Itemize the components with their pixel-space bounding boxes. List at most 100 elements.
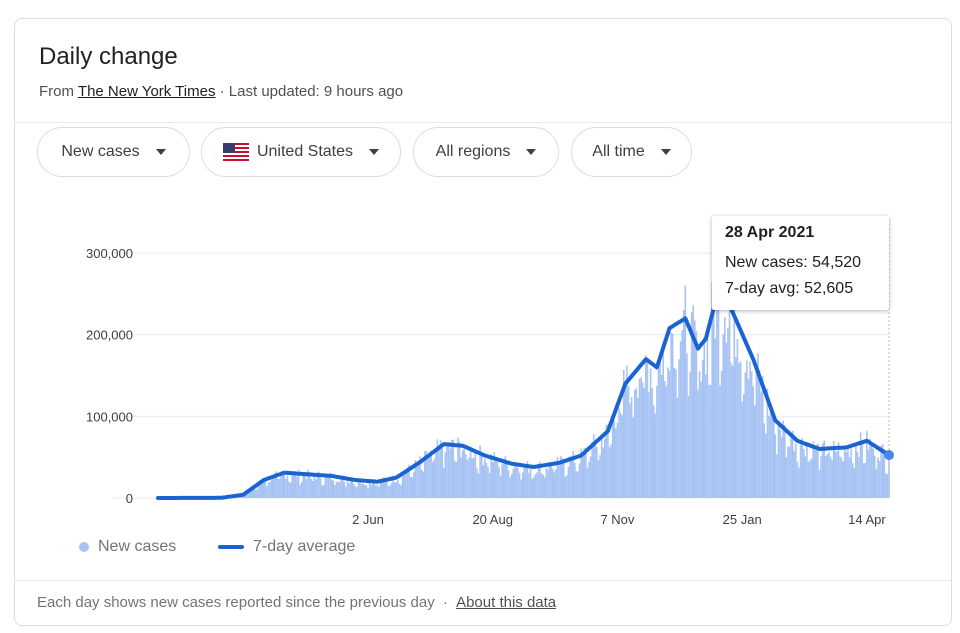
new-cases-bar <box>387 486 390 498</box>
footer-divider <box>15 580 951 581</box>
new-cases-bar <box>611 416 614 498</box>
new-cases-bar <box>667 367 669 498</box>
new-cases-bar <box>752 386 755 498</box>
new-cases-bar <box>394 482 396 498</box>
new-cases-bar <box>270 479 273 498</box>
new-cases-bar <box>253 487 256 498</box>
new-cases-bar <box>256 488 259 498</box>
new-cases-bar <box>790 437 792 498</box>
new-cases-bar <box>843 446 846 498</box>
new-cases-bar <box>529 468 532 498</box>
new-cases-bar <box>588 461 590 498</box>
time-range-dropdown[interactable]: All time <box>571 127 692 177</box>
new-cases-bar <box>823 440 826 498</box>
new-cases-bar <box>779 429 781 498</box>
y-tick-label: 100,000 <box>86 409 133 424</box>
new-cases-bar <box>526 461 529 498</box>
new-cases-bar <box>476 468 478 498</box>
new-cases-bar <box>689 371 691 498</box>
legend-average[interactable]: 7-day average <box>218 537 355 557</box>
new-cases-bar <box>698 371 701 498</box>
new-cases-bar <box>531 478 533 498</box>
new-cases-bar <box>450 440 453 498</box>
new-cases-bar <box>349 481 352 498</box>
new-cases-bar <box>544 477 546 498</box>
new-cases-bar <box>558 465 560 498</box>
new-cases-bar <box>619 412 622 498</box>
about-data-link[interactable]: About this data <box>456 594 557 611</box>
chevron-down-icon <box>660 149 671 155</box>
new-cases-bar <box>250 488 252 498</box>
new-cases-bar <box>761 376 764 498</box>
new-cases-bar <box>479 445 481 498</box>
new-cases-bar <box>848 457 851 498</box>
new-cases-bar <box>444 452 447 498</box>
source-link[interactable]: The New York Times <box>77 83 216 100</box>
new-cases-bar <box>506 462 508 498</box>
new-cases-bar <box>817 443 819 498</box>
new-cases-bar <box>741 401 743 498</box>
us-flag-icon <box>222 143 249 161</box>
new-cases-bar <box>809 460 811 498</box>
new-cases-bar <box>324 473 327 498</box>
new-cases-bar <box>570 458 573 498</box>
new-cases-bar <box>465 454 467 498</box>
new-cases-bar <box>600 436 603 498</box>
new-cases-bar <box>607 425 609 498</box>
new-cases-bar <box>859 432 862 498</box>
new-cases-bar <box>458 441 461 498</box>
new-cases-bar <box>678 359 680 498</box>
new-cases-bar <box>357 482 360 498</box>
new-cases-bar <box>523 467 526 498</box>
new-cases-bar <box>449 448 451 498</box>
new-cases-bar <box>507 470 510 498</box>
new-cases-bar <box>777 425 780 498</box>
new-cases-bar <box>856 451 859 498</box>
metric-dropdown[interactable]: New cases <box>37 127 190 177</box>
new-cases-bar <box>867 449 870 498</box>
new-cases-bar <box>551 468 554 498</box>
new-cases-bar <box>782 420 785 498</box>
new-cases-bar <box>700 381 702 498</box>
new-cases-bar <box>825 455 827 498</box>
legend-average-label: 7-day average <box>253 538 356 555</box>
new-cases-bar <box>381 482 383 498</box>
new-cases-bar <box>461 450 464 498</box>
country-dropdown[interactable]: United States <box>201 127 401 177</box>
new-cases-bar <box>304 475 306 498</box>
new-cases-bar <box>422 471 425 498</box>
new-cases-bar <box>313 475 316 498</box>
new-cases-bar <box>482 464 485 498</box>
new-cases-bar <box>635 388 638 498</box>
new-cases-bar <box>341 475 344 498</box>
new-cases-bar <box>682 310 685 498</box>
new-cases-bar <box>245 494 248 498</box>
new-cases-bar <box>622 369 625 498</box>
region-dropdown[interactable]: All regions <box>413 127 559 177</box>
new-cases-bar <box>334 485 336 498</box>
new-cases-bar <box>618 408 620 498</box>
time-range-dropdown-label: All time <box>592 143 645 160</box>
tooltip-new-cases: New cases: 54,520 <box>725 254 862 271</box>
new-cases-bar <box>364 485 366 498</box>
new-cases-bar <box>335 481 338 498</box>
legend-new-cases[interactable]: New cases <box>79 537 176 557</box>
new-cases-bar <box>373 482 376 498</box>
new-cases-bar <box>608 447 611 498</box>
new-cases-bar <box>585 448 587 498</box>
tooltip-avg: 7-day avg: 52,605 <box>725 280 854 297</box>
new-cases-bar <box>452 439 455 498</box>
new-cases-bar <box>359 478 361 498</box>
new-cases-bar <box>548 461 551 498</box>
new-cases-bar <box>730 363 732 498</box>
new-cases-bar <box>670 332 672 498</box>
new-cases-bar <box>755 370 758 498</box>
new-cases-bar <box>536 472 538 498</box>
new-cases-bar <box>675 369 677 498</box>
new-cases-bar <box>774 434 777 498</box>
new-cases-bar <box>382 477 385 498</box>
new-cases-bar <box>496 462 499 498</box>
new-cases-bar <box>356 487 358 498</box>
new-cases-bar <box>725 342 728 498</box>
